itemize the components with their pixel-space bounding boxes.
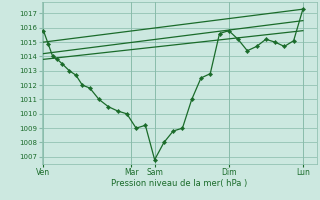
X-axis label: Pression niveau de la mer( hPa ): Pression niveau de la mer( hPa ) xyxy=(111,179,247,188)
